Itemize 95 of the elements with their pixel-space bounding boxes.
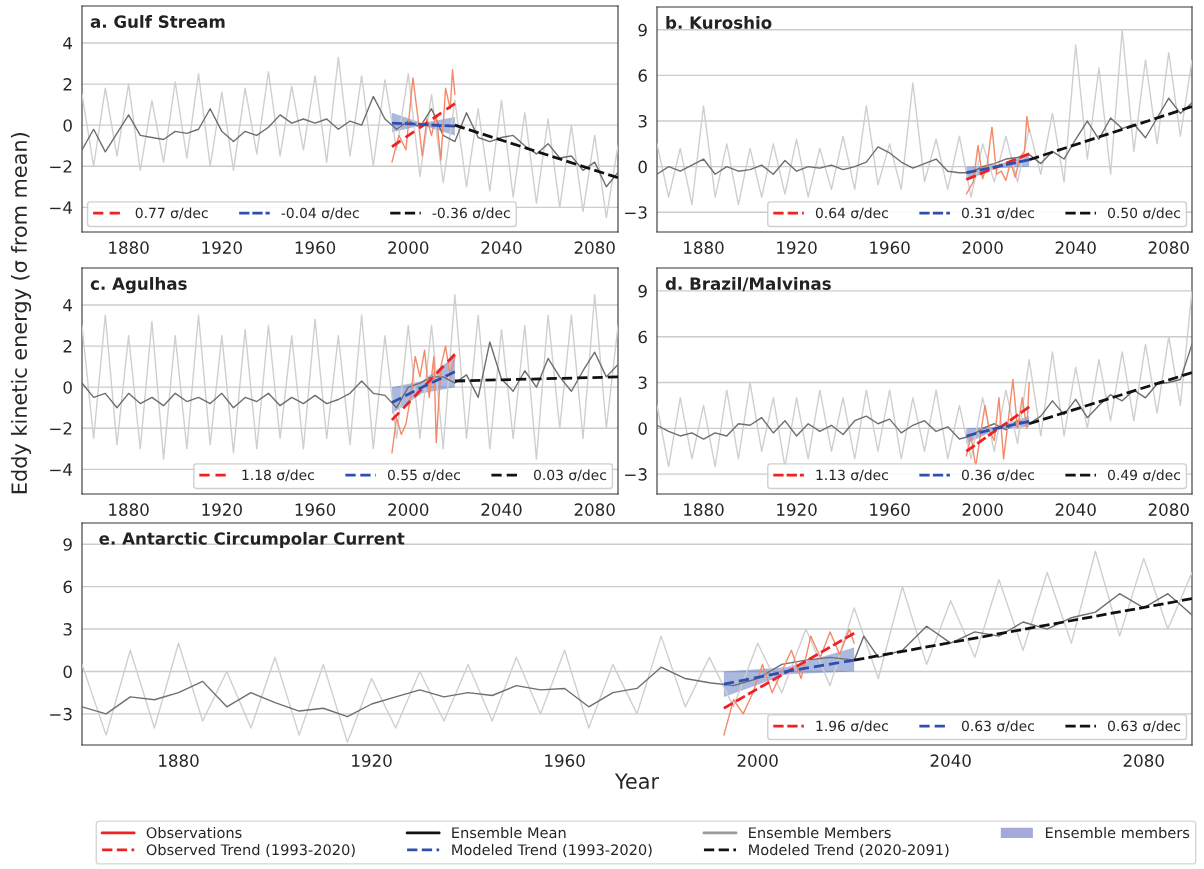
legend-label: 0.63 σ/dec — [1107, 720, 1181, 733]
x-tick-label: 2000 — [962, 241, 1003, 254]
legend-label: Observed Trend (1993-2020) — [146, 843, 355, 857]
y-tick-label: 6 — [63, 580, 72, 594]
chart-title: b. Kuroshio — [666, 16, 772, 29]
x-tick-label: 1880 — [159, 754, 199, 767]
y-tick-label: 4 — [63, 299, 73, 312]
line-series — [391, 345, 456, 454]
x-tick-label: 1920 — [777, 503, 817, 516]
legend-label: 0.64 σ/dec — [815, 207, 888, 220]
legend-label: Modeled Trend (1993-2020) — [452, 843, 652, 857]
line-series — [657, 29, 1192, 206]
x-tick-label: 1880 — [684, 503, 724, 516]
y-tick-label: −3 — [625, 468, 647, 481]
y-tick-label: 6 — [638, 330, 647, 344]
chart-title: a. Gulf Stream — [90, 15, 225, 28]
y-tick-label: 9 — [638, 23, 647, 37]
y-tick-label: 9 — [63, 538, 72, 551]
text: e. Antarctic Circumpolar Current — [99, 531, 405, 549]
y-tick-label: −4 — [50, 463, 73, 476]
legend-label: 0.50 σ/dec — [1107, 207, 1181, 220]
x-tick-label: 2000 — [962, 503, 1003, 516]
legend-label: 1.13 σ/dec — [816, 469, 888, 482]
line-series — [82, 294, 618, 460]
legend-label: -0.04 σ/dec — [281, 207, 359, 220]
x-tick-label: 2000 — [737, 754, 778, 767]
y-tick-label: 0 — [63, 381, 72, 394]
legend-label: 0.63 σ/dec — [961, 720, 1034, 733]
x-tick-label: 1920 — [777, 241, 817, 254]
y-tick-label: 4 — [63, 37, 73, 50]
x-tick-label: 2040 — [481, 241, 522, 254]
y-tick-label: −2 — [50, 160, 72, 173]
x-tick-label: 2080 — [1123, 754, 1164, 767]
legend-label: Ensemble members — [1045, 826, 1190, 839]
x-tick-label: 1920 — [202, 503, 242, 516]
line-series — [82, 593, 1192, 718]
legend-label: 1.18 σ/dec — [242, 469, 314, 482]
text: c. Agulhas — [90, 277, 187, 294]
y-tick-label: 3 — [63, 623, 72, 636]
y-tick-label: 0 — [63, 665, 72, 679]
x-tick-label: 2000 — [388, 503, 429, 516]
y-tick-label: 9 — [638, 284, 647, 298]
line-series — [82, 341, 618, 409]
x-tick-label: 2040 — [930, 754, 971, 767]
y-tick-label: 3 — [638, 376, 647, 390]
line-series — [657, 97, 1192, 175]
y-tick-label: 2 — [63, 78, 72, 91]
x-tick-label: 1960 — [295, 241, 336, 254]
x-tick-label: 1960 — [870, 241, 910, 254]
chart-title: d. Brazil/Malvinas — [665, 277, 831, 292]
x-tick-label: 2080 — [574, 241, 615, 254]
legend-label: Ensemble Mean — [452, 826, 566, 839]
legend-label: 0.77 σ/dec — [135, 207, 208, 220]
x-tick-label: 1960 — [870, 503, 910, 516]
y-tick-label: 6 — [638, 69, 647, 82]
legend-label: Observations — [146, 826, 242, 839]
x-tick-label: 1960 — [295, 503, 336, 516]
x-tick-label: 2080 — [574, 503, 615, 516]
legend-label: Modeled Trend (2020-2091) — [749, 843, 949, 857]
y-tick-label: 2 — [63, 340, 72, 353]
y-tick-label: 3 — [638, 114, 647, 128]
x-tick-label: 1880 — [684, 241, 724, 254]
legend-label: 0.31 σ/dec — [961, 207, 1034, 220]
x-axis-title: Year — [614, 773, 660, 790]
x-tick-label: 1880 — [109, 241, 149, 254]
x-tick-label: 1880 — [109, 503, 149, 516]
legend-label: 0.03 σ/dec — [533, 469, 607, 482]
legend-label: Ensemble Members — [749, 826, 891, 839]
x-tick-label: 1960 — [545, 754, 585, 767]
line-series — [82, 95, 618, 188]
y-tick-label: −2 — [50, 422, 72, 435]
y-tick-label: 0 — [638, 422, 647, 435]
legend-label: -0.36 σ/dec — [432, 207, 510, 220]
line-series — [391, 68, 456, 163]
x-tick-label: 2040 — [1055, 503, 1096, 516]
x-tick-label: 1920 — [202, 241, 242, 254]
x-tick-label: 1920 — [352, 754, 392, 767]
y-axis-title: Eddy kinetic energy (σ from mean) — [10, 133, 32, 494]
x-tick-label: 2080 — [1148, 241, 1189, 254]
y-tick-label: −4 — [50, 201, 73, 214]
y-tick-label: 0 — [638, 160, 647, 174]
y-tick-label: −3 — [625, 206, 647, 219]
x-tick-label: 2040 — [1055, 241, 1096, 254]
y-tick-label: −3 — [50, 707, 72, 721]
y-tick-label: 0 — [63, 119, 72, 132]
legend-label: 1.96 σ/dec — [816, 720, 888, 733]
legend-label: 0.36 σ/dec — [961, 469, 1034, 482]
x-tick-label: 2000 — [388, 241, 429, 254]
legend-label: 0.55 σ/dec — [387, 469, 460, 482]
x-tick-label: 2080 — [1148, 503, 1189, 516]
line-series — [965, 115, 1030, 195]
legend-label: 0.49 σ/dec — [1107, 469, 1181, 482]
x-tick-label: 2040 — [481, 503, 522, 516]
line-series — [657, 343, 1192, 440]
line-series — [82, 56, 618, 219]
